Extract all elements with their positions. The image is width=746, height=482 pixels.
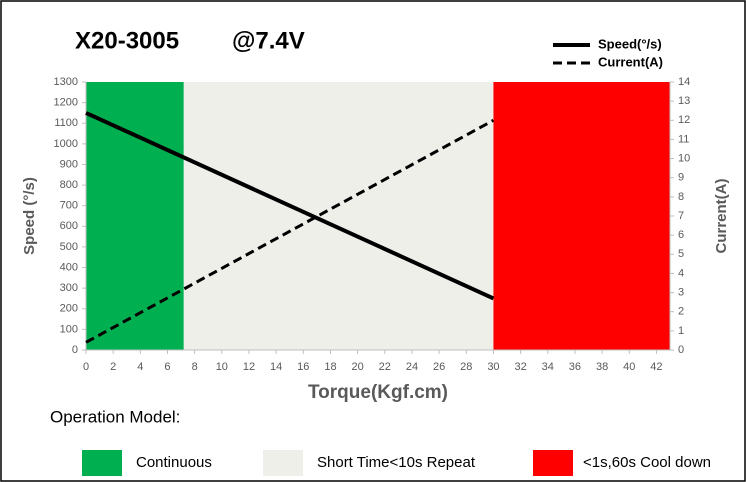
y2-tick-label: 2 bbox=[678, 306, 684, 318]
y2-tick-label: 10 bbox=[678, 152, 690, 164]
y-tick-label: 1300 bbox=[54, 76, 78, 88]
y2-tick-label: 14 bbox=[678, 76, 690, 88]
legend-label: <1s,60s Cool down bbox=[583, 454, 711, 471]
y2-tick-label: 7 bbox=[678, 210, 684, 222]
x-tick-label: 6 bbox=[164, 361, 170, 373]
series-line bbox=[85, 111, 495, 301]
x-tick-label: 30 bbox=[487, 361, 499, 373]
legend-swatch bbox=[82, 450, 122, 476]
region bbox=[183, 82, 494, 350]
x-tick-label: 0 bbox=[83, 361, 89, 373]
x-tick-label: 40 bbox=[623, 361, 635, 373]
y2-tick-label: 3 bbox=[678, 286, 684, 298]
y-tick-label: 400 bbox=[60, 261, 78, 273]
x-tick-label: 24 bbox=[406, 361, 418, 373]
y-tick-label: 200 bbox=[60, 303, 78, 315]
x-tick-label: 8 bbox=[192, 361, 198, 373]
x-axis-label: Torque(Kgf.cm) bbox=[308, 382, 448, 403]
x-tick-label: 18 bbox=[324, 361, 336, 373]
x-tick-label: 28 bbox=[460, 361, 472, 373]
x-tick-label: 26 bbox=[433, 361, 445, 373]
y-tick-label: 1200 bbox=[54, 97, 78, 109]
chart-title: X20-3005 bbox=[75, 27, 179, 54]
x-tick-label: 14 bbox=[270, 361, 282, 373]
x-tick-label: 32 bbox=[514, 361, 526, 373]
y2-tick-label: 13 bbox=[678, 95, 690, 107]
y-axis-label: Speed (°/s) bbox=[21, 177, 38, 255]
legend-label: Short Time<10s Repeat bbox=[317, 454, 476, 471]
region bbox=[493, 82, 670, 350]
y-tick-label: 900 bbox=[60, 158, 78, 170]
y2-axis-label: Current(A) bbox=[713, 179, 730, 254]
x-tick-label: 16 bbox=[297, 361, 309, 373]
y-tick-label: 1100 bbox=[54, 117, 78, 129]
x-tick-label: 20 bbox=[352, 361, 364, 373]
x-tick-label: 22 bbox=[379, 361, 391, 373]
legend-label: Current(A) bbox=[598, 54, 663, 69]
y2-tick-label: 12 bbox=[678, 114, 690, 126]
legend-title: Operation Model: bbox=[50, 407, 180, 426]
x-tick-label: 38 bbox=[596, 361, 608, 373]
x-tick-label: 34 bbox=[542, 361, 554, 373]
y-tick-label: 500 bbox=[60, 241, 78, 253]
y-tick-label: 1000 bbox=[54, 138, 78, 150]
y-tick-label: 700 bbox=[60, 200, 78, 212]
y2-tick-label: 5 bbox=[678, 248, 684, 260]
x-tick-label: 4 bbox=[137, 361, 143, 373]
y2-tick-label: 0 bbox=[678, 344, 684, 356]
series-line bbox=[85, 118, 495, 344]
legend-label: Continuous bbox=[136, 454, 212, 471]
y2-tick-label: 8 bbox=[678, 191, 684, 203]
legend-swatch bbox=[533, 450, 573, 476]
y2-tick-label: 4 bbox=[678, 267, 684, 279]
y-tick-label: 0 bbox=[72, 344, 78, 356]
x-tick-label: 10 bbox=[216, 361, 228, 373]
y2-tick-label: 11 bbox=[678, 133, 689, 145]
x-tick-label: 42 bbox=[650, 361, 662, 373]
chart-subtitle: @7.4V bbox=[232, 27, 305, 54]
legend-label: Speed(°/s) bbox=[598, 36, 662, 51]
x-tick-label: 36 bbox=[569, 361, 581, 373]
y-tick-label: 100 bbox=[60, 323, 78, 335]
y2-tick-label: 1 bbox=[678, 325, 684, 337]
y2-tick-label: 6 bbox=[678, 229, 684, 241]
x-tick-label: 2 bbox=[110, 361, 116, 373]
x-tick-label: 12 bbox=[243, 361, 255, 373]
y-tick-label: 300 bbox=[60, 282, 78, 294]
legend-swatch bbox=[263, 450, 303, 476]
y2-tick-label: 9 bbox=[678, 172, 684, 184]
y-tick-label: 600 bbox=[60, 220, 78, 232]
y-tick-label: 800 bbox=[60, 179, 78, 191]
region bbox=[86, 82, 184, 350]
